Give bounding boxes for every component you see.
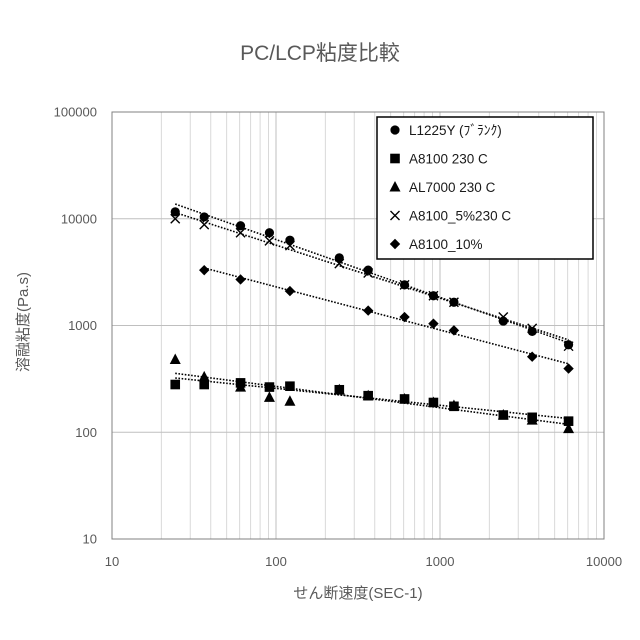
- y-axis-title: 溶融粘度(Pa.s): [15, 272, 32, 372]
- legend-label: AL7000 230 C: [409, 180, 496, 195]
- series-1-point-4: [265, 228, 274, 237]
- legend-label: A8100_10%: [409, 237, 483, 252]
- legend-label: A8100 230 C: [409, 152, 488, 167]
- series-1-point-13: [564, 340, 573, 349]
- y-tick-label: 10000: [61, 211, 97, 226]
- x-tick-label: 10: [105, 554, 119, 569]
- legend-marker-square: [390, 154, 400, 164]
- series-1-point-2: [200, 212, 209, 221]
- series-2-point-4: [265, 382, 275, 392]
- legend-marker-circle: [390, 125, 399, 134]
- x-axis-title: せん断速度(SEC-1): [293, 585, 422, 602]
- series-2-point-1: [170, 380, 180, 390]
- x-tick-label: 1000: [426, 554, 455, 569]
- y-tick-label: 10: [83, 532, 97, 547]
- legend-label: L1225Y (ﾌﾞﾗﾝｸ): [409, 123, 502, 138]
- chart-title: PC/LCP粘度比較: [240, 42, 400, 65]
- x-tick-label: 10000: [586, 554, 622, 569]
- y-tick-label: 1000: [68, 318, 97, 333]
- x-tick-label: 100: [265, 554, 287, 569]
- y-tick-label: 100000: [54, 105, 97, 120]
- legend-label: A8100_5%230 C: [409, 209, 511, 224]
- legend: L1225Y (ﾌﾞﾗﾝｸ) A8100 230 C AL7000 230 C …: [377, 117, 593, 259]
- series-2-point-5: [285, 381, 295, 391]
- y-tick-label: 100: [75, 425, 97, 440]
